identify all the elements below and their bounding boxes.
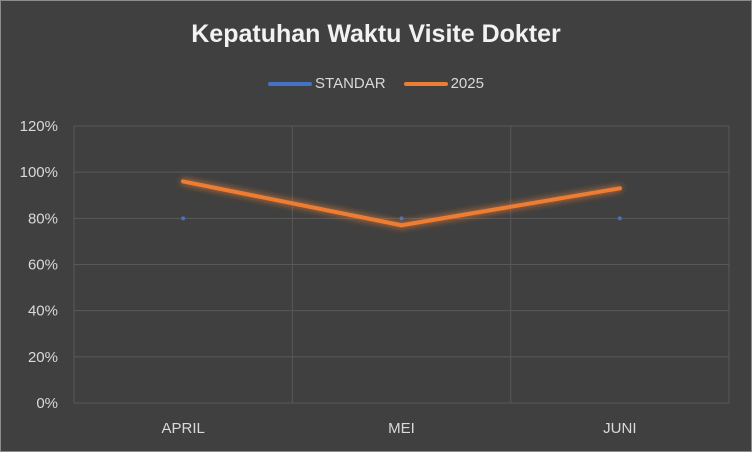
- data-point-standar: [617, 216, 622, 221]
- data-point-2025: [399, 223, 404, 228]
- legend-label-2025: 2025: [450, 75, 484, 92]
- legend-swatch-standar: [268, 81, 313, 86]
- x-tick-label: JUNI: [603, 420, 636, 437]
- y-tick-label: 40%: [28, 303, 58, 320]
- legend-item-2025[interactable]: 2025: [403, 75, 484, 92]
- y-tick-label: 120%: [20, 118, 58, 135]
- legend-swatch-2025: [403, 81, 448, 86]
- legend-item-standar[interactable]: STANDAR: [268, 75, 386, 92]
- legend-label-standar: STANDAR: [315, 75, 386, 92]
- y-tick-label: 0%: [36, 395, 58, 412]
- chart-legend: STANDAR 2025: [1, 75, 751, 92]
- data-point-standar: [399, 216, 404, 221]
- data-point-standar: [181, 216, 186, 221]
- y-tick-label: 100%: [20, 164, 58, 181]
- data-point-2025: [181, 179, 186, 184]
- x-tick-label: MEI: [388, 420, 415, 437]
- y-tick-label: 80%: [28, 210, 58, 227]
- y-tick-label: 20%: [28, 349, 58, 366]
- chart-title: Kepatuhan Waktu Visite Dokter: [191, 20, 561, 48]
- data-point-2025: [617, 186, 622, 191]
- y-tick-label: 60%: [28, 257, 58, 274]
- x-tick-label: APRIL: [161, 420, 204, 437]
